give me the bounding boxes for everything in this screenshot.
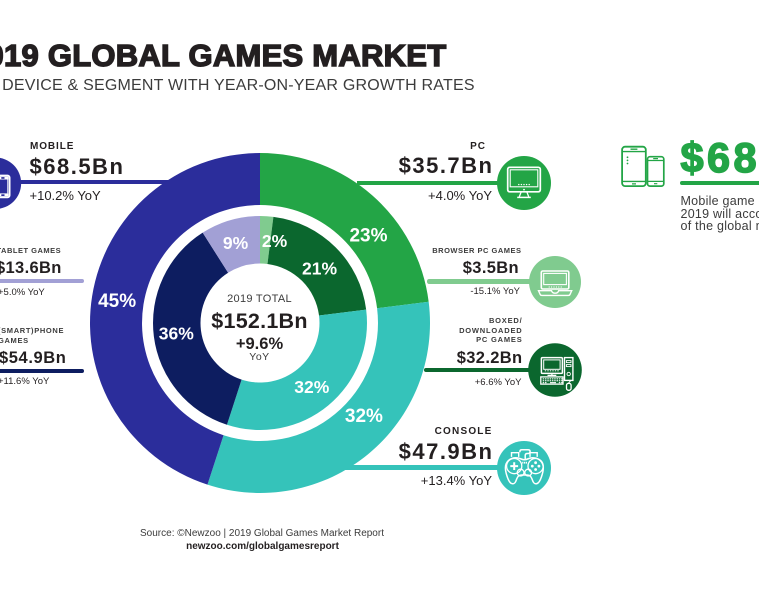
svg-text:32%: 32% — [294, 376, 329, 396]
svg-text:21%: 21% — [301, 258, 336, 278]
svg-text:32%: 32% — [344, 406, 382, 427]
svg-text:23%: 23% — [349, 225, 387, 246]
svg-text:9%: 9% — [222, 233, 248, 253]
svg-text:2%: 2% — [261, 231, 287, 251]
svg-text:36%: 36% — [158, 323, 193, 343]
svg-text:45%: 45% — [98, 290, 136, 311]
